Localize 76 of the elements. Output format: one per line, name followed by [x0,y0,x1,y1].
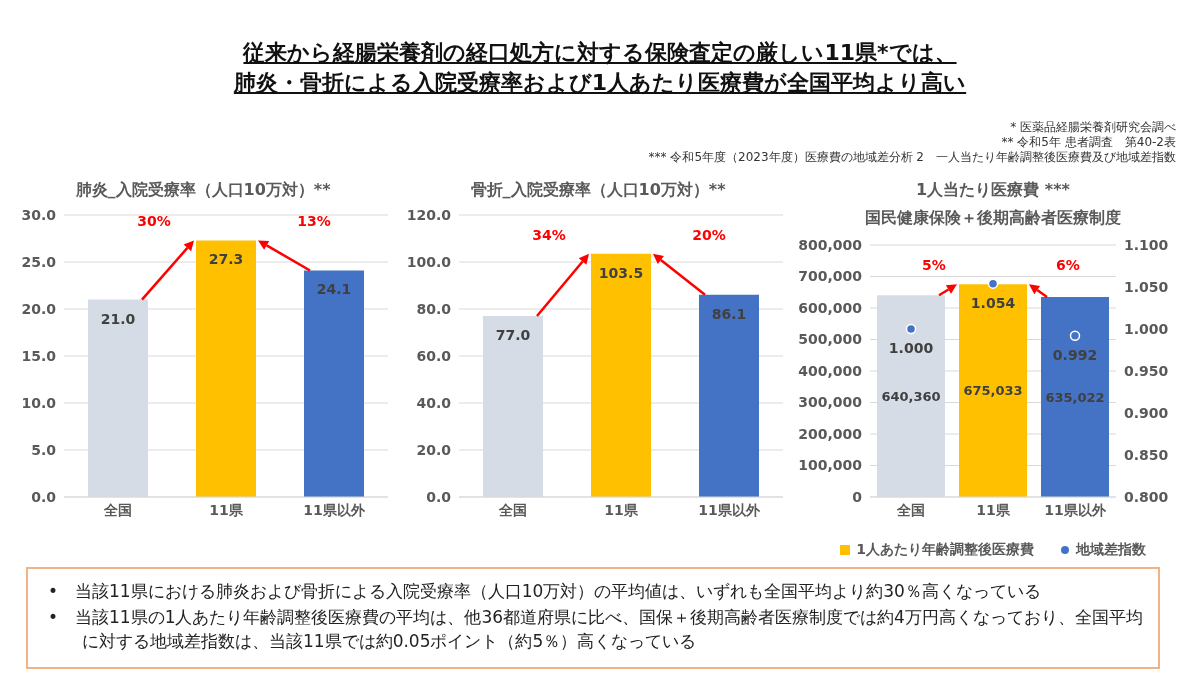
y-tick-label: 80.0 [416,300,452,317]
data-label: 1.000 [888,340,934,357]
y2-tick-label: 0.850 [1124,446,1169,463]
data-label: 635,022 [1045,389,1105,405]
point [905,323,917,335]
y-tick-label: 100,000 [798,457,863,474]
text: ** 令和5年 患者調査 第40-2表 [1000,135,1176,150]
y2-tick-label: 0.900 [1124,404,1169,421]
x-tick-label: 11県以外 [1044,501,1107,518]
data-label: 103.5 [598,264,644,281]
chart-title: 骨折_入院受療率（人口10万対）** [469,179,727,201]
y-tick-label: 0.0 [426,488,452,505]
y2-tick-label: 1.050 [1124,278,1169,295]
x-tick-label: 11県 [604,501,639,518]
y-tick-label: 40.0 [416,394,452,411]
y-tick-label: 0.0 [31,488,57,505]
y-tick-label: 100.0 [406,253,452,270]
y-tick-label: 700,000 [798,268,863,285]
annotation: 13% [297,213,331,230]
data-label: 77.0 [495,326,531,343]
y-tick-label: 20.0 [21,300,57,317]
x-tick-label: 11県以外 [303,501,366,518]
chart-title: 肺炎_入院受療率（人口10万対）** [74,179,332,201]
point [1069,330,1081,341]
annotation: 30% [137,213,171,230]
y2-tick-label: 1.100 [1124,236,1169,253]
y2-tick-label: 1.000 [1124,320,1169,337]
annotation: 20% [692,226,726,243]
x-tick-label: 全国 [103,501,132,518]
y-tick-label: 200,000 [798,425,863,442]
x-tick-label: 全国 [498,501,527,518]
y-tick-label: 5.0 [31,441,57,458]
y-tick-label: 20.0 [416,441,452,458]
text: • 当該11県の1人あたり年齢調整後医療費の平均は、他36都道府県に比べ、国保＋後期高齢者医療制度では約4万円高くなっており、全国平均に対する地域差指数は、当該11県では約0.05ポイント（約5％）高くなっている [48,606,1144,653]
text: 従来から経腸栄養剤の経口処方に対する保険査定の厳しい11県*では、 [241,39,958,67]
text: 肺炎・骨折による入院受療率および1人あたり医療費が全国平均より高い [232,69,968,97]
data-label: 27.3 [208,251,244,268]
text: * 医薬品経腸栄養剤研究会調べ [1009,120,1176,135]
x-tick-label: 全国 [896,501,925,518]
bar [591,253,651,497]
y2-tick-label: 0.800 [1124,488,1169,505]
data-label: 1.054 [970,295,1016,312]
y-tick-label: 10.0 [21,394,57,411]
y-tick-label: 25.0 [21,253,57,270]
chart-subtitle: 国民健康保険＋後期高齢者医療制度 [864,207,1122,229]
bar [196,240,256,497]
y-tick-label: 800,000 [798,236,863,253]
annotation: 6% [1056,257,1080,274]
y-tick-label: 30.0 [21,206,57,223]
bar [304,270,364,497]
y-tick-label: 15.0 [21,347,57,364]
data-label: 21.0 [100,310,136,327]
legend-label: 1人あたり年齢調整後医療費 [855,541,1034,559]
x-tick-label: 11県以外 [698,501,761,518]
legend-label: 地域差指数 [1074,541,1146,559]
y-tick-label: 500,000 [798,331,863,348]
annotation: 34% [532,226,566,243]
x-tick-label: 11県 [209,501,244,518]
y2-tick-label: 0.950 [1124,362,1169,379]
y-tick-label: 0 [852,488,863,505]
bar [699,294,759,497]
y-tick-label: 120.0 [406,206,452,223]
data-label: 86.1 [711,305,747,322]
data-label: 640,360 [881,388,941,404]
y-tick-label: 60.0 [416,347,452,364]
x-tick-label: 11県 [976,501,1011,518]
text: *** 令和5年度（2023年度）医療費の地域差分析 2 一人当たり年齢調整後医療費及び地域差指数 [647,150,1176,165]
y-tick-label: 300,000 [798,394,863,411]
y-tick-label: 400,000 [798,362,863,379]
chart-title: 1人当たり医療費 *** [915,179,1071,201]
annotation: 5% [922,257,946,274]
y-tick-label: 600,000 [798,299,863,316]
data-label: 24.1 [316,281,352,298]
data-label: 675,033 [963,383,1023,399]
text: • 当該11県における肺炎および骨折による入院受療率（人口10万対）の平均値は、いずれも全国平均より約30％高くなっている [48,580,1042,603]
data-label: 0.992 [1052,347,1098,364]
